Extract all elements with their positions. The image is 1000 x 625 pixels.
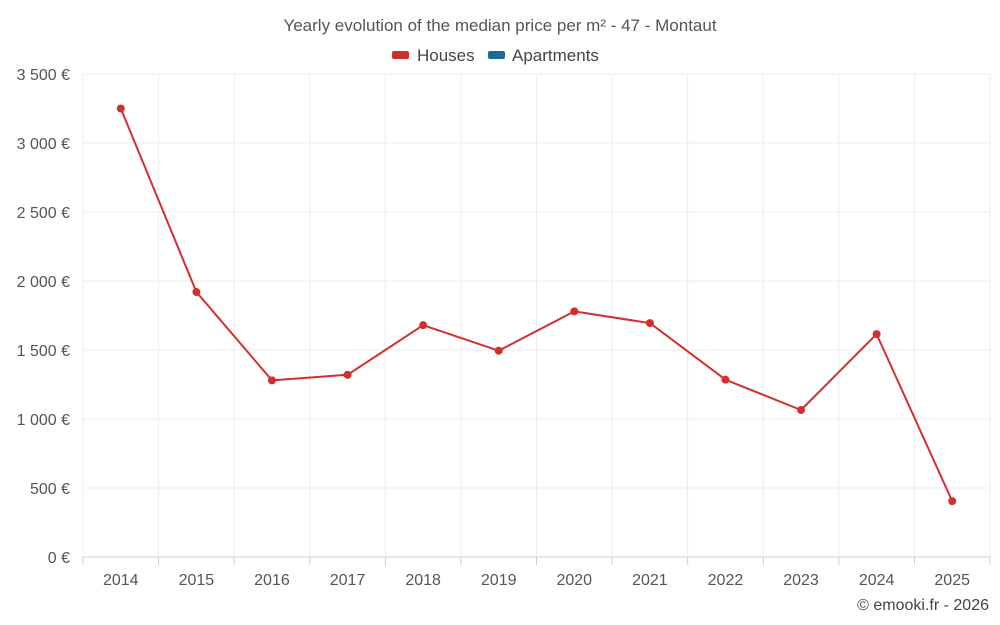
y-tick-label: 0 € xyxy=(48,550,70,567)
x-tick-label: 2019 xyxy=(481,572,517,589)
legend-swatch-houses xyxy=(392,51,409,59)
data-point[interactable] xyxy=(645,319,654,328)
x-axis-ticks: 2014 2015 2016 2017 2018 2019 2020 2021 2022 2023… xyxy=(82,557,991,589)
series-line-houses xyxy=(119,108,954,502)
x-tick-label: 2024 xyxy=(859,572,895,589)
legend-label-apartments: Apartments xyxy=(512,46,599,65)
x-tick-label: 2015 xyxy=(179,572,215,589)
y-tick-label: 2 000 € xyxy=(17,274,70,291)
y-tick-label: 1 000 € xyxy=(17,412,70,429)
footer-copyright: © emooki.fr - 2026 xyxy=(857,597,989,614)
data-point[interactable] xyxy=(797,406,806,415)
series-houses xyxy=(116,104,957,506)
x-tick-label: 2022 xyxy=(708,572,744,589)
grid xyxy=(82,73,991,558)
x-tick-label: 2014 xyxy=(103,572,139,589)
x-tick-label: 2023 xyxy=(783,572,819,589)
data-point[interactable] xyxy=(343,370,352,379)
data-point[interactable] xyxy=(192,288,201,297)
legend-item-houses[interactable]: Houses xyxy=(392,46,475,65)
chart-title: Yearly evolution of the median price per… xyxy=(283,16,716,35)
x-tick-label: 2018 xyxy=(405,572,441,589)
legend-swatch-apartments xyxy=(488,51,505,59)
y-tick-label: 3 000 € xyxy=(17,136,70,153)
x-tick-label: 2016 xyxy=(254,572,290,589)
x-tick-label: 2025 xyxy=(934,572,970,589)
data-point[interactable] xyxy=(419,321,428,330)
data-point[interactable] xyxy=(494,346,503,355)
legend-item-apartments[interactable]: Apartments xyxy=(488,46,599,65)
legend: Houses Apartments xyxy=(392,46,599,65)
y-tick-label: 1 500 € xyxy=(17,343,70,360)
legend-label-houses: Houses xyxy=(417,46,475,65)
y-tick-label: 500 € xyxy=(30,481,70,498)
y-tick-label: 2 500 € xyxy=(17,205,70,222)
x-tick-label: 2021 xyxy=(632,572,668,589)
data-point[interactable] xyxy=(116,104,125,113)
data-point[interactable] xyxy=(267,376,276,385)
y-axis-ticks: 0 € 500 € 1 000 € 1 500 € 2 000 € 2 500 € 3 00… xyxy=(17,67,70,567)
x-tick-label: 2020 xyxy=(556,572,592,589)
x-tick-label: 2017 xyxy=(330,572,366,589)
data-point[interactable] xyxy=(721,375,730,384)
data-point[interactable] xyxy=(948,497,957,506)
data-point[interactable] xyxy=(570,307,579,316)
data-point[interactable] xyxy=(872,330,881,339)
y-tick-label: 3 500 € xyxy=(17,67,70,84)
